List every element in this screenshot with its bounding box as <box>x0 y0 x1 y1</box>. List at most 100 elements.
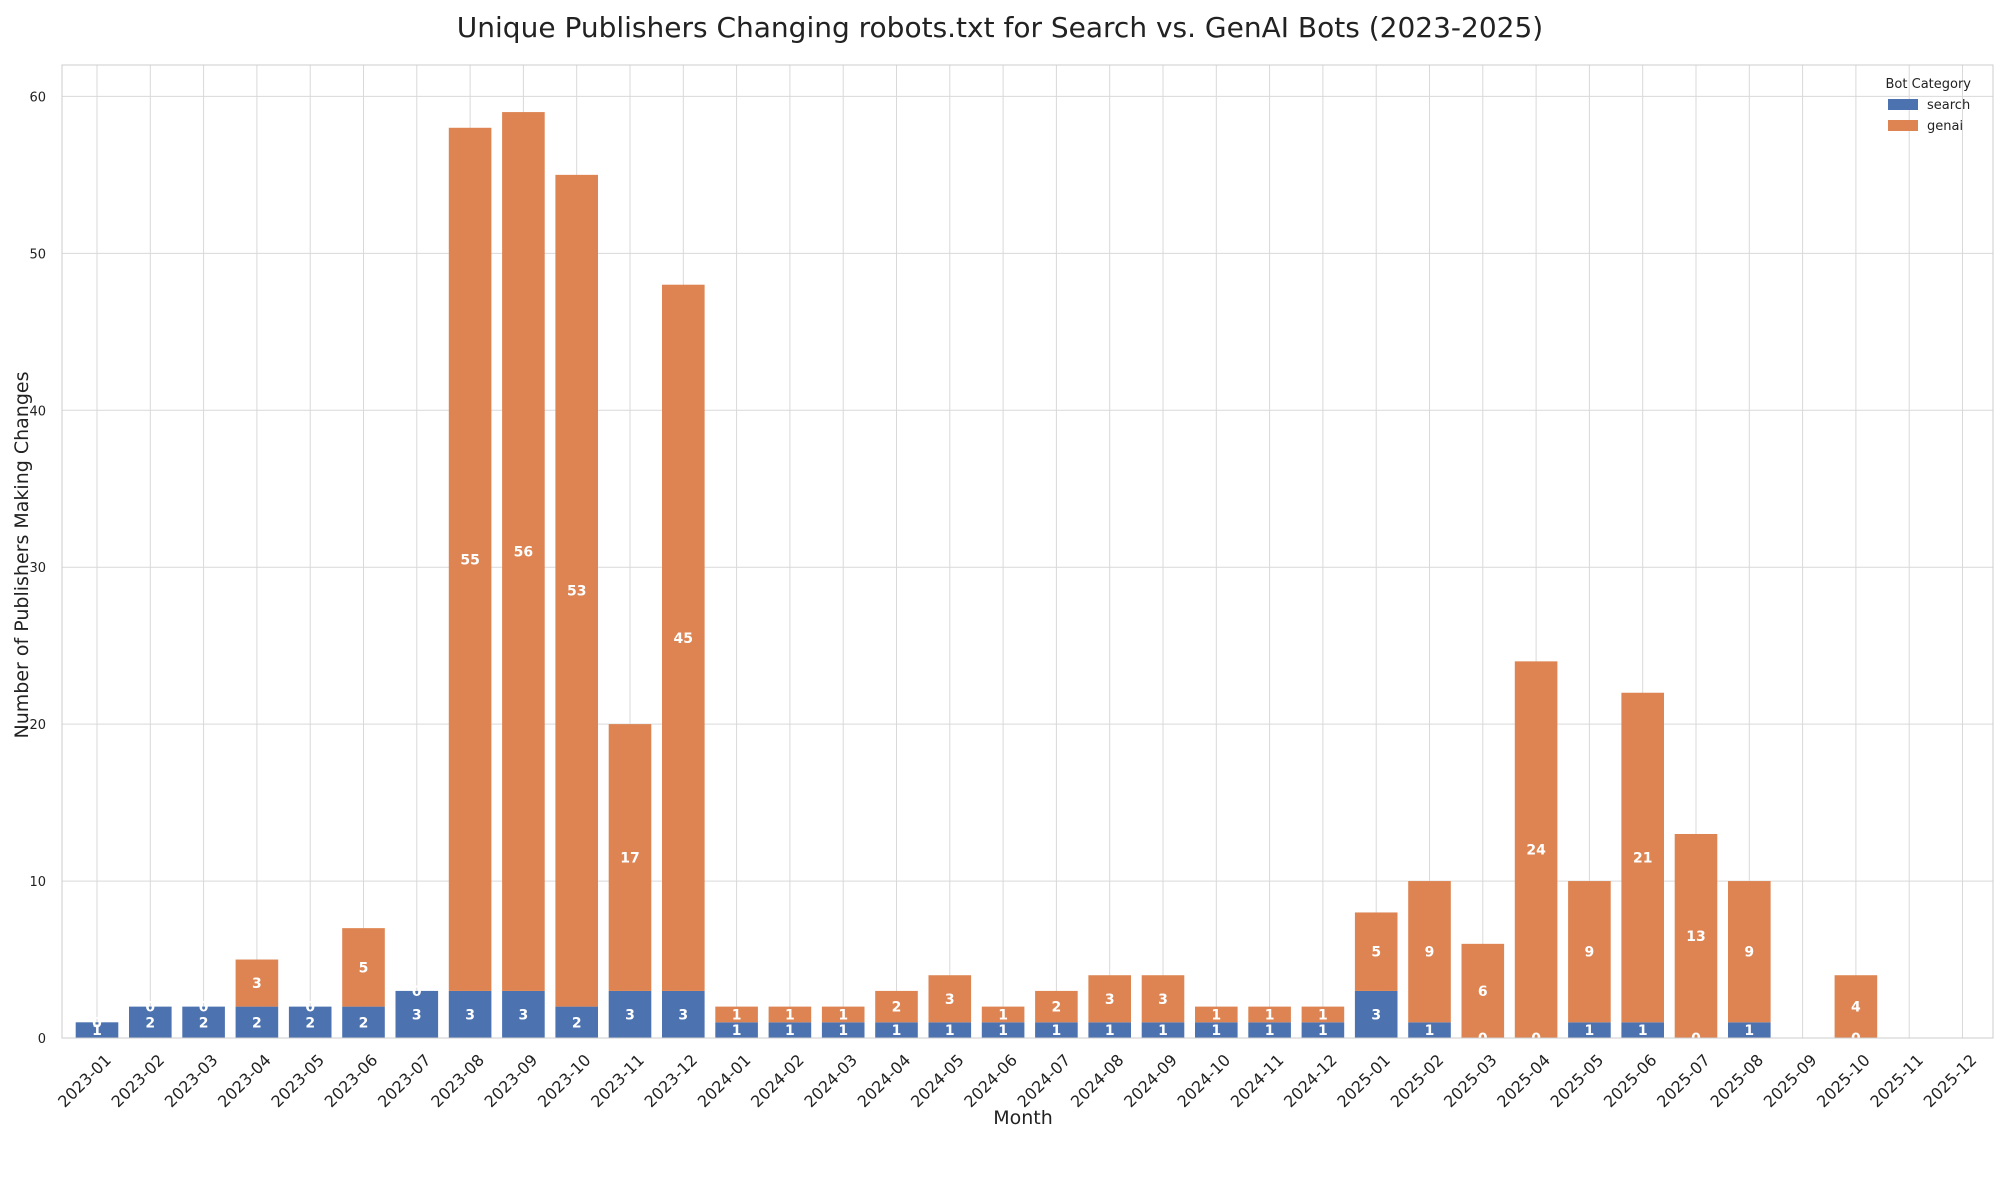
data-label-genai: 21 <box>1633 851 1652 867</box>
bar-genai <box>768 1006 812 1023</box>
bar-search <box>1621 1022 1664 1038</box>
chart-title: Unique Publishers Changing robots.txt fo… <box>457 11 1543 44</box>
bar-search <box>448 990 492 1038</box>
y-tick-label: 0 <box>38 1032 46 1047</box>
data-label-search: 1 <box>892 1023 902 1039</box>
data-label-genai: 0 <box>92 1015 102 1031</box>
data-label-genai: 0 <box>199 1000 209 1016</box>
data-label-search: 1 <box>998 1023 1008 1039</box>
bar-search <box>288 1006 332 1038</box>
data-label-search: 0 <box>1691 1031 1701 1047</box>
legend: Bot Category search genai <box>1886 77 1972 134</box>
data-label-search: 1 <box>945 1023 955 1039</box>
data-label-search: 2 <box>359 1015 369 1031</box>
data-label-search: 3 <box>678 1007 688 1023</box>
data-label-genai: 0 <box>305 1000 315 1016</box>
bar-search <box>1728 1022 1771 1038</box>
bar-genai <box>1141 975 1185 1023</box>
data-label-search: 3 <box>625 1007 635 1023</box>
bar-search <box>1195 1022 1238 1038</box>
bar-genai <box>1301 1006 1345 1023</box>
bar-genai <box>1035 990 1078 1023</box>
legend-label-genai: genai <box>1927 119 1963 134</box>
bar-genai <box>1248 1006 1291 1023</box>
data-label-search: 0 <box>1851 1031 1861 1047</box>
x-axis-label: Month <box>993 1107 1053 1129</box>
legend-label-search: search <box>1927 98 1970 113</box>
bar-genai <box>821 1006 865 1023</box>
data-label-search: 3 <box>1371 1007 1381 1023</box>
bar-search <box>1088 1022 1131 1038</box>
bar-genai <box>1728 881 1771 1023</box>
bar-genai <box>875 990 918 1023</box>
bar-genai <box>1461 943 1505 1038</box>
bar-genai <box>502 112 545 991</box>
data-label-search: 1 <box>1585 1023 1595 1039</box>
data-label-search: 2 <box>305 1015 315 1031</box>
bar-genai <box>555 174 598 1007</box>
data-label-genai: 1 <box>1318 1007 1328 1023</box>
data-label-search: 1 <box>1105 1023 1115 1039</box>
bar-search <box>821 1022 865 1038</box>
data-label-genai: 1 <box>998 1007 1008 1023</box>
data-label-search: 3 <box>412 1007 422 1023</box>
bar-search <box>875 1022 918 1038</box>
data-label-genai: 0 <box>145 1000 155 1016</box>
data-label-genai: 3 <box>1158 992 1168 1008</box>
legend-swatch-search <box>1888 99 1918 110</box>
legend-swatch-genai <box>1888 120 1918 131</box>
bar-search <box>1568 1022 1611 1038</box>
data-label-search: 1 <box>1052 1023 1062 1039</box>
data-label-genai: 1 <box>1211 1007 1221 1023</box>
data-label-search: 1 <box>1638 1023 1648 1039</box>
bar-search <box>342 1006 385 1038</box>
bar-search <box>928 1022 972 1038</box>
data-label-genai: 9 <box>1585 945 1595 961</box>
bar-search <box>235 1006 279 1038</box>
data-label-search: 2 <box>252 1015 262 1031</box>
data-label-genai: 1 <box>1265 1007 1275 1023</box>
data-label-genai: 13 <box>1686 929 1705 945</box>
data-label-search: 1 <box>1158 1023 1168 1039</box>
data-label-search: 1 <box>92 1023 102 1039</box>
data-label-search: 2 <box>572 1015 582 1031</box>
legend-title: Bot Category <box>1886 77 1972 92</box>
bar-search <box>1354 990 1398 1038</box>
bar-genai <box>715 1006 758 1023</box>
data-label-genai: 4 <box>1851 1000 1861 1016</box>
data-label-search: 1 <box>785 1023 795 1039</box>
bar-search <box>608 990 652 1038</box>
data-label-genai: 2 <box>892 1000 902 1016</box>
y-tick-label: 50 <box>29 247 46 262</box>
bar-genai <box>928 975 972 1023</box>
y-tick-labels: 0 10 20 30 40 50 60 <box>29 90 46 1047</box>
data-label-search: 1 <box>1318 1023 1328 1039</box>
data-label-search: 1 <box>732 1023 742 1039</box>
bar-genai <box>981 1006 1025 1023</box>
bar-genai <box>235 959 279 1007</box>
y-tick-label: 10 <box>29 875 46 890</box>
data-label-genai: 3 <box>252 976 262 992</box>
data-label-genai: 2 <box>1052 1000 1062 1016</box>
data-label-search: 0 <box>1531 1031 1541 1047</box>
data-label-genai: 1 <box>785 1007 795 1023</box>
data-label-search: 3 <box>465 1007 475 1023</box>
bar-genai <box>342 928 385 1007</box>
data-label-genai: 0 <box>412 984 422 1000</box>
bar-search <box>129 1006 172 1038</box>
data-label-search: 1 <box>1211 1023 1221 1039</box>
plot-frame <box>61 64 1994 1039</box>
data-label-genai: 6 <box>1478 984 1488 1000</box>
data-label-genai: 5 <box>359 960 369 976</box>
data-label-search: 3 <box>519 1007 529 1023</box>
data-label-genai: 9 <box>1744 945 1754 961</box>
bar-search <box>662 990 705 1038</box>
data-label-genai: 53 <box>567 584 586 600</box>
bar-search <box>395 990 439 1038</box>
bar-search <box>502 990 545 1038</box>
bar-search <box>1248 1022 1291 1038</box>
data-label-search: 1 <box>838 1023 848 1039</box>
bar-search <box>1301 1022 1345 1038</box>
bars-group <box>75 112 1878 1038</box>
